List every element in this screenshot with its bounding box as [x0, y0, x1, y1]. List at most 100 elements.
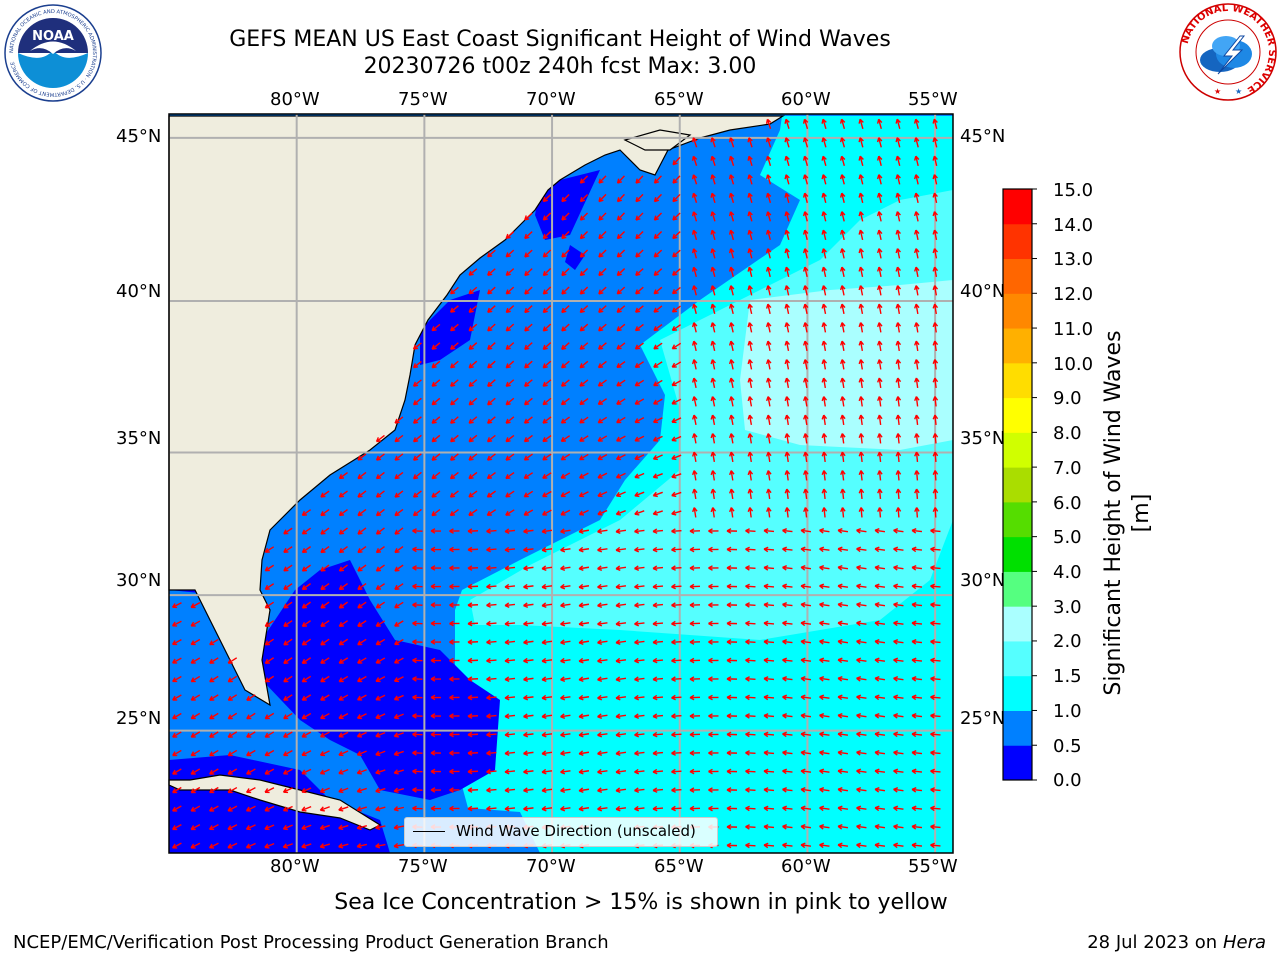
- wave-vector: [560, 787, 571, 793]
- wave-vector: [911, 694, 923, 701]
- wave-vector: [747, 285, 753, 296]
- lon-tick-top-80w: 80°W: [270, 89, 320, 110]
- wave-vector: [615, 620, 627, 627]
- wave-vector: [800, 731, 812, 738]
- wave-vector: [615, 750, 627, 756]
- wave-vector: [504, 565, 516, 571]
- wave-vector: [430, 768, 442, 775]
- wave-vector: [505, 249, 515, 258]
- wave-vector: [468, 379, 478, 387]
- wave-vector: [895, 322, 902, 333]
- wave-vector: [782, 620, 793, 627]
- wave-vector: [412, 528, 423, 534]
- wave-vector: [877, 340, 883, 352]
- wave-vector: [803, 488, 809, 500]
- colorbar-tick: 5.0: [1053, 527, 1082, 548]
- wave-vector: [821, 285, 827, 296]
- wave-vector: [597, 565, 608, 571]
- wave-vector: [652, 602, 664, 608]
- wave-vector: [652, 787, 664, 793]
- wave-vector: [264, 546, 275, 553]
- wave-vector: [412, 639, 423, 645]
- wave-vector: [486, 471, 496, 480]
- wave-vector: [357, 490, 367, 498]
- wave-vector: [763, 546, 775, 553]
- wave-vector: [578, 805, 590, 812]
- wave-vector: [930, 750, 941, 756]
- wave-vector: [319, 806, 330, 812]
- wave-vector: [819, 602, 830, 608]
- wave-vector: [264, 768, 275, 775]
- wave-vector: [784, 303, 790, 315]
- wave-vector: [839, 248, 846, 259]
- wave-vector: [356, 843, 368, 849]
- wave-vector: [893, 750, 904, 756]
- wave-vector: [930, 694, 941, 701]
- wave-vector: [839, 303, 846, 315]
- wave-vector: [856, 842, 867, 849]
- wave-vector: [747, 433, 754, 444]
- wave-vector: [932, 359, 939, 370]
- wave-vector: [320, 694, 330, 701]
- wave-vector: [652, 435, 663, 442]
- wave-vector: [802, 229, 809, 241]
- wave-vector: [467, 583, 479, 590]
- wave-vector: [616, 416, 626, 424]
- wave-vector: [283, 712, 293, 720]
- wave-vector: [895, 174, 901, 185]
- wave-vector: [821, 248, 827, 259]
- wave-vector: [874, 546, 886, 553]
- wave-vector: [598, 286, 607, 295]
- wave-vector: [652, 473, 663, 479]
- wave-vector: [800, 750, 812, 756]
- wave-vector: [911, 528, 923, 534]
- wave-vector: [597, 509, 608, 516]
- svg-text:★: ★: [1235, 87, 1242, 96]
- wave-vector: [486, 657, 497, 664]
- lat-tick-right-35n: 35°N: [960, 428, 1006, 449]
- wave-vector: [930, 842, 941, 849]
- wave-vector: [486, 565, 497, 571]
- colorbar-segment: [1003, 571, 1032, 607]
- wave-vector: [172, 657, 182, 664]
- wave-vector: [320, 564, 330, 572]
- wave-vector: [819, 639, 830, 645]
- wave-vector: [541, 602, 553, 608]
- wave-vector: [338, 638, 349, 646]
- wave-vector: [914, 340, 920, 352]
- wave-vector: [338, 583, 348, 591]
- wave-vector: [190, 768, 201, 775]
- wave-vector: [338, 657, 349, 664]
- wave-vector: [782, 583, 793, 590]
- wave-vector: [856, 768, 867, 775]
- wave-vector: [710, 414, 717, 426]
- wave-vector: [858, 470, 865, 481]
- wave-vector: [393, 750, 404, 757]
- wave-vector: [394, 508, 404, 517]
- wave-vector: [172, 639, 182, 646]
- wave-vector: [264, 675, 275, 683]
- wave-vector: [671, 805, 682, 812]
- wave-vector: [893, 824, 904, 830]
- wave-vector: [689, 805, 701, 812]
- wave-vector: [264, 824, 275, 831]
- wave-vector: [190, 620, 201, 627]
- wave-vector: [689, 750, 701, 756]
- wave-vector: [839, 340, 846, 352]
- wave-vector: [710, 451, 717, 463]
- wave-vector: [765, 192, 772, 204]
- legend-label: Wind Wave Direction (unscaled): [456, 822, 696, 840]
- wave-vector: [523, 713, 534, 719]
- wave-vector: [634, 731, 645, 738]
- wave-vector: [504, 805, 516, 812]
- wave-vector: [893, 565, 904, 571]
- wave-vector: [671, 286, 681, 295]
- wave-vector: [911, 657, 923, 664]
- wave-vector: [560, 565, 571, 571]
- wave-vector: [858, 488, 865, 500]
- wave-vector: [821, 470, 828, 481]
- wave-vector: [876, 155, 883, 167]
- wave-vector: [338, 768, 349, 775]
- wave-vector: [467, 713, 479, 719]
- wave-vector: [893, 731, 904, 738]
